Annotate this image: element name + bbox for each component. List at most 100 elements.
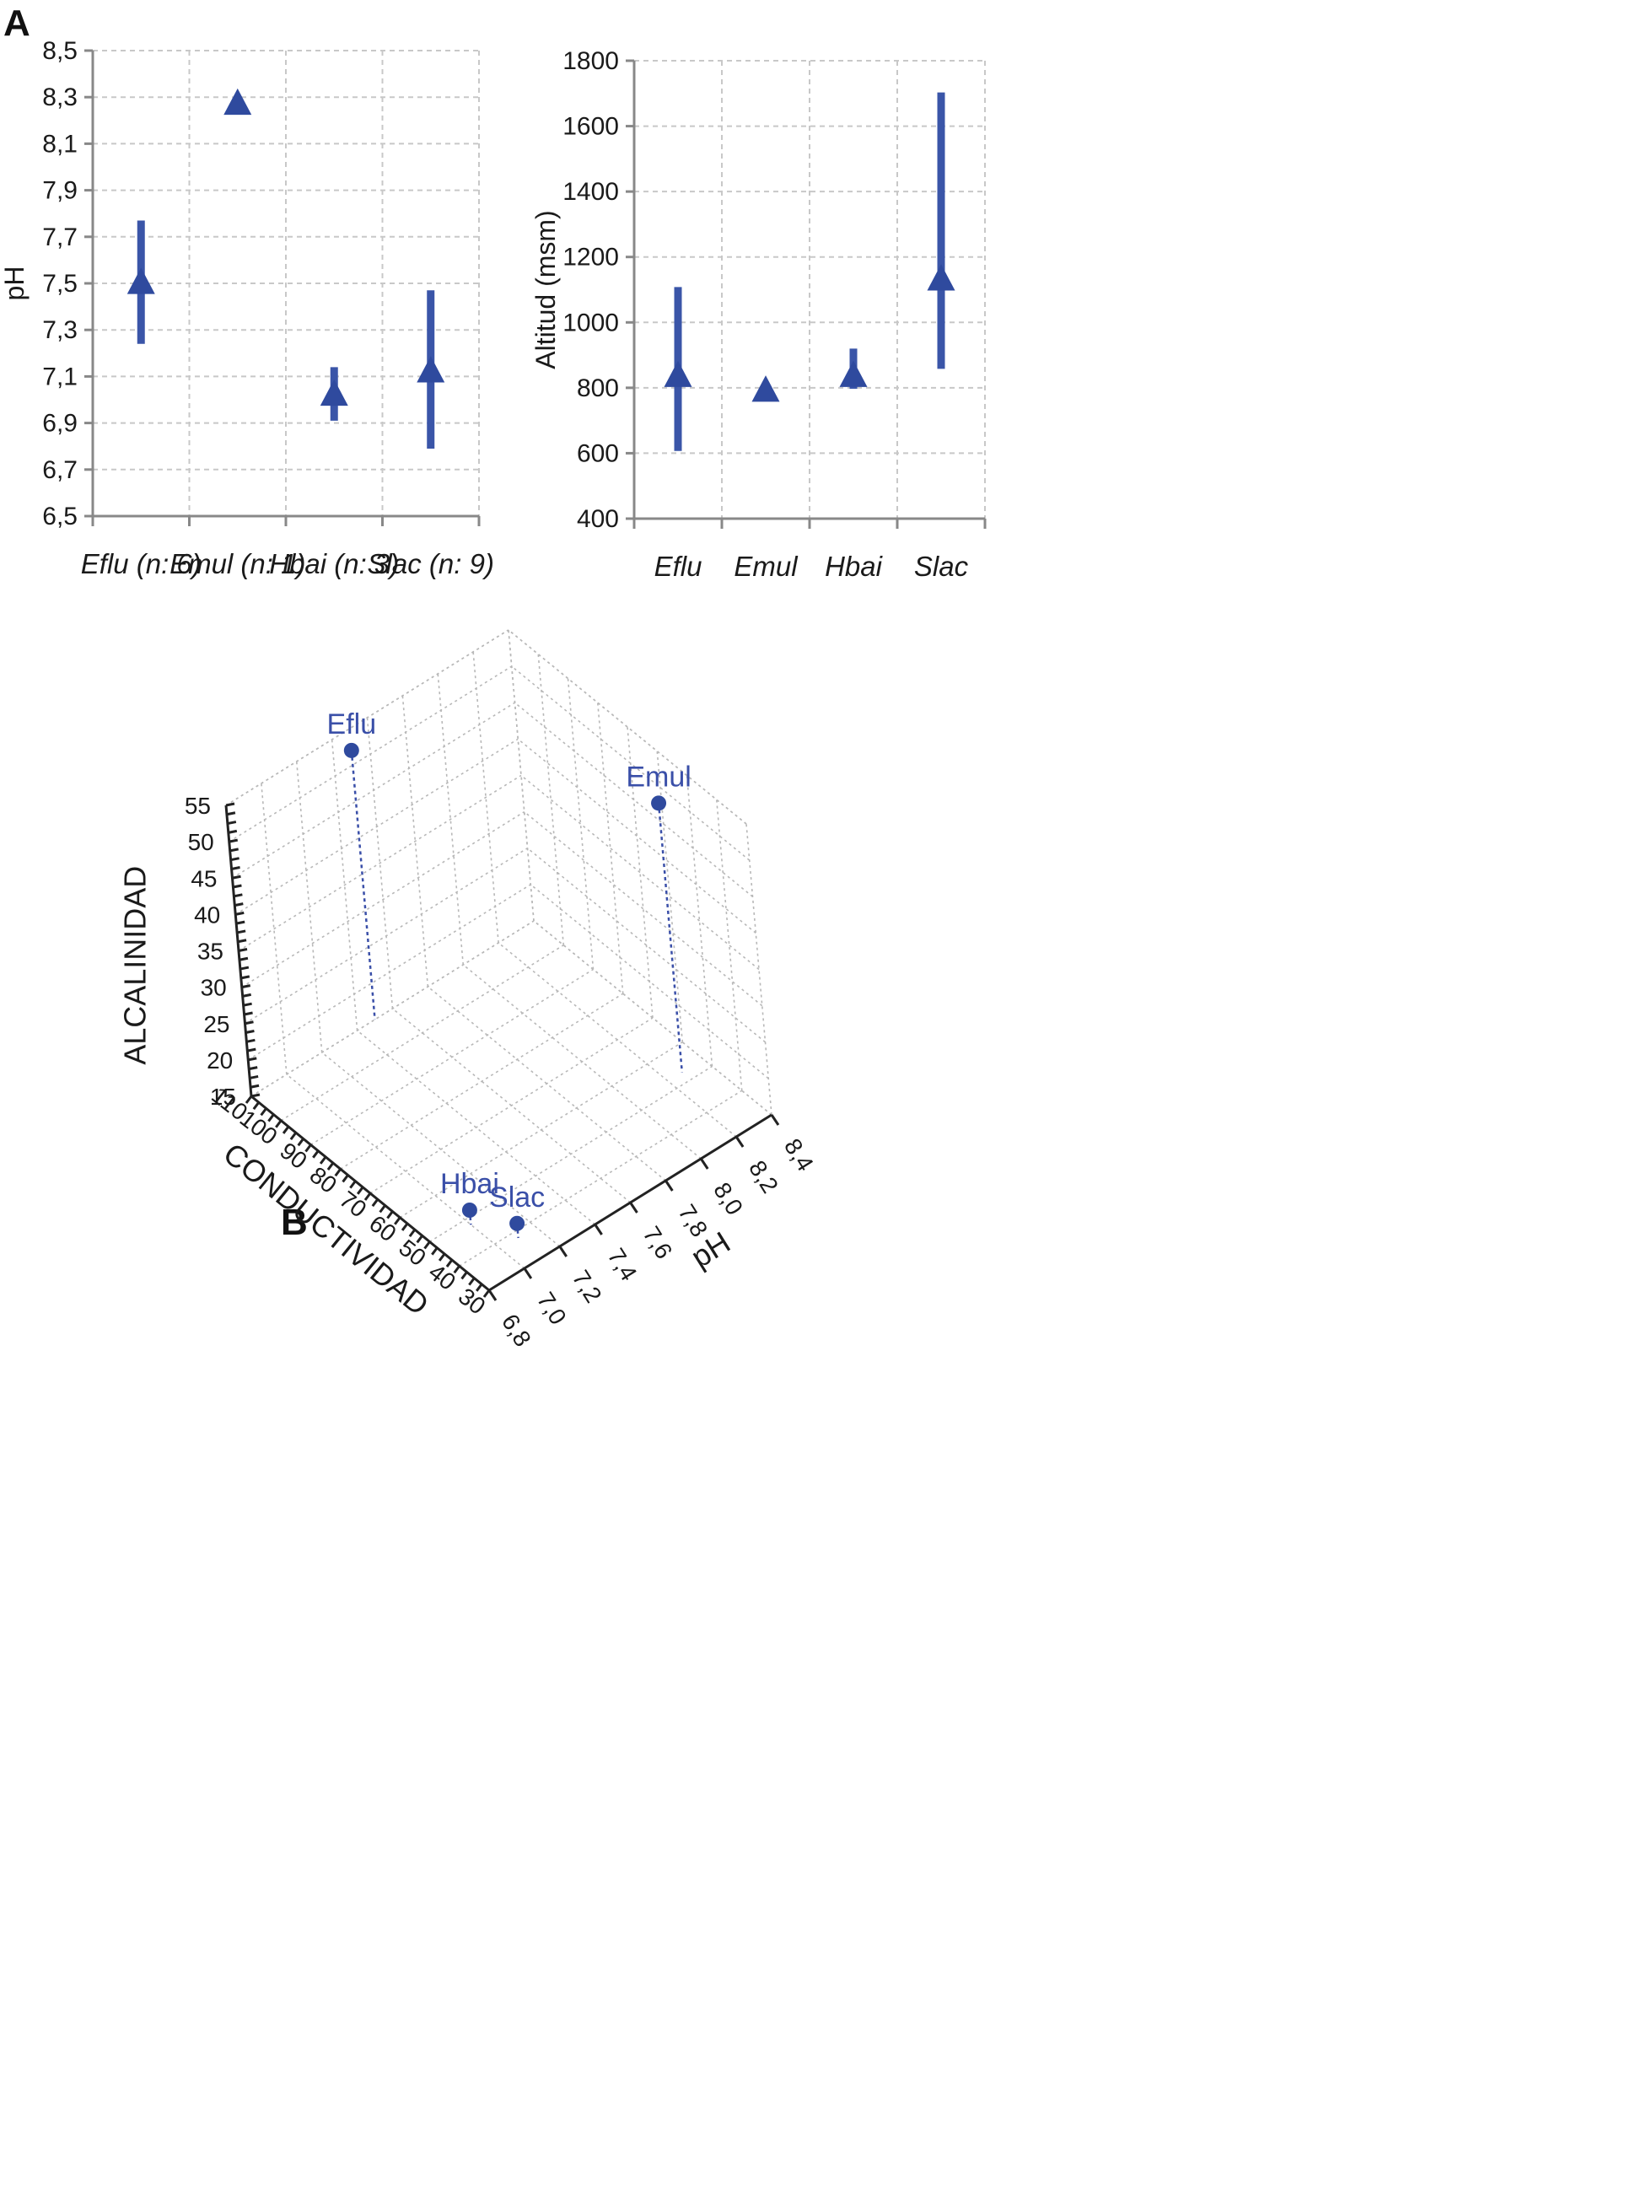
ph-tick-label: 7,0 — [532, 1288, 572, 1329]
grid-line — [234, 738, 519, 916]
category-label: Slac — [914, 551, 969, 582]
grid-line — [261, 783, 288, 1075]
mean-marker — [664, 360, 692, 387]
y-tick-label: 6,7 — [42, 456, 78, 484]
alcalinidad-tick-label: 55 — [185, 793, 211, 819]
category-label: Eflu (n: 6) — [81, 548, 202, 579]
mean-marker — [839, 360, 868, 387]
grid-line — [295, 761, 323, 1053]
mean-marker — [927, 264, 955, 291]
grid-line — [427, 986, 666, 1181]
3d-scatter-chart: 6,87,07,27,47,67,88,08,28,43040506070809… — [118, 629, 819, 1351]
alcalinidad-tick-mark — [232, 875, 241, 880]
conductividad-tick-mark — [326, 1162, 335, 1171]
y-tick-label: 8,5 — [42, 37, 78, 65]
category-label: Hbai — [825, 551, 884, 582]
alcalinidad-tick-mark — [230, 857, 239, 862]
grid-line — [310, 968, 594, 1146]
y-tick-label: 1600 — [562, 113, 619, 141]
grid-line — [530, 884, 769, 1079]
ph-tick-label: 7,2 — [568, 1266, 607, 1307]
grid-line — [225, 629, 509, 806]
ph-tick-label: 8,0 — [708, 1178, 748, 1219]
conductividad-tick-mark — [416, 1235, 423, 1244]
grid-line — [656, 751, 684, 1042]
ph-range-chart: 6,5 6,7 6,9 7,1 7,3 7,5 7,7 7,9 8,1 8,3 8,5 Eflu (n… — [0, 37, 494, 579]
alcalinidad-tick-mark — [243, 1002, 252, 1007]
grid-line — [520, 774, 760, 971]
alcalinidad-tick-mark — [237, 939, 247, 944]
grid-line — [567, 678, 595, 970]
y-tick-label: 400 — [577, 505, 619, 533]
conductividad-tick-mark — [289, 1132, 298, 1141]
ph-tick-mark — [487, 1289, 498, 1301]
y-tick-label: 6,5 — [42, 503, 78, 530]
grid-line — [366, 717, 394, 1009]
alcalinidad-tick-mark — [239, 966, 250, 971]
grid-line — [511, 665, 751, 861]
alcalinidad-tick-mark — [248, 1066, 258, 1071]
mean-marker — [223, 88, 252, 116]
y-tick-label: 7,3 — [42, 316, 78, 344]
alcalinidad-tick-mark — [249, 1074, 259, 1079]
conductividad-tick-mark — [252, 1101, 261, 1111]
conductividad-tick-mark — [423, 1241, 431, 1250]
grid-line — [462, 964, 702, 1160]
ph-tick-mark — [558, 1246, 568, 1257]
alcalinidad-tick-mark — [235, 920, 245, 925]
grid-line — [357, 1030, 596, 1225]
alcalinidad-tick-label: 35 — [197, 939, 223, 965]
alcalinidad-tick-label: 40 — [194, 901, 220, 928]
data-point — [461, 1203, 477, 1218]
ph-tick-label: 7,6 — [638, 1222, 677, 1263]
y-tick-label: 7,7 — [42, 223, 78, 251]
conductividad-tick-mark — [319, 1155, 327, 1165]
alcalinidad-tick-mark — [245, 1030, 255, 1035]
conductividad-tick-mark — [275, 1119, 283, 1128]
altitude-range-chart: 400 600 800 1000 1200 1400 1600 1800 Eflu Emul Hba… — [530, 47, 987, 582]
alcalinidad-tick-mark — [229, 838, 239, 843]
conductividad-tick-mark — [363, 1192, 372, 1201]
data-point — [343, 742, 359, 758]
y-axis-label: Altitud (msm) — [530, 210, 561, 369]
grid-line — [508, 629, 747, 825]
grid-line — [399, 1041, 683, 1219]
y-tick-label: 8,3 — [42, 83, 78, 111]
alcalinidad-tick-mark — [236, 929, 246, 934]
grid-line — [627, 726, 654, 1019]
grid-line — [524, 811, 763, 1007]
alcalinidad-tick-mark — [242, 993, 251, 998]
category-label: Emul (n: 1) — [170, 548, 305, 579]
alcalinidad-tick-mark — [234, 893, 243, 898]
alcalinidad-tick-label: 45 — [191, 865, 217, 891]
ph-tick-label: 7,4 — [603, 1244, 643, 1285]
conductividad-tick-mark — [468, 1277, 476, 1286]
alcalinidad-tick-mark — [250, 1093, 261, 1098]
alcalinidad-tick-mark — [226, 811, 236, 816]
ph-tick-mark — [735, 1136, 745, 1148]
panel-b-letter: B — [281, 1202, 308, 1243]
alcalinidad-tick-mark — [229, 848, 239, 853]
conductividad-tick-mark — [386, 1210, 394, 1219]
y-tick-label: 1400 — [562, 178, 619, 206]
conductividad-tick-mark — [482, 1289, 491, 1298]
y-tick-label: 6,9 — [42, 410, 78, 438]
category-label: Eflu — [654, 551, 702, 582]
y-tick-label: 600 — [577, 439, 619, 467]
drop-line — [657, 803, 684, 1073]
grid-line — [715, 799, 743, 1091]
conductividad-tick-mark — [408, 1229, 417, 1238]
ph-tick-label: 8,4 — [779, 1134, 819, 1176]
grid-line — [401, 695, 429, 988]
alcalinidad-tick-mark — [240, 975, 250, 980]
alcalinidad-tick-mark — [245, 1020, 254, 1025]
ph-tick-mark — [665, 1180, 674, 1192]
mean-marker — [751, 375, 780, 402]
point-label: Slac — [489, 1181, 545, 1214]
conductividad-tick-mark — [453, 1265, 460, 1274]
y-tick-label: 7,1 — [42, 363, 78, 390]
grid-line — [437, 673, 465, 966]
y-tick-label: 1800 — [562, 47, 619, 75]
conductividad-tick-mark — [297, 1138, 304, 1147]
